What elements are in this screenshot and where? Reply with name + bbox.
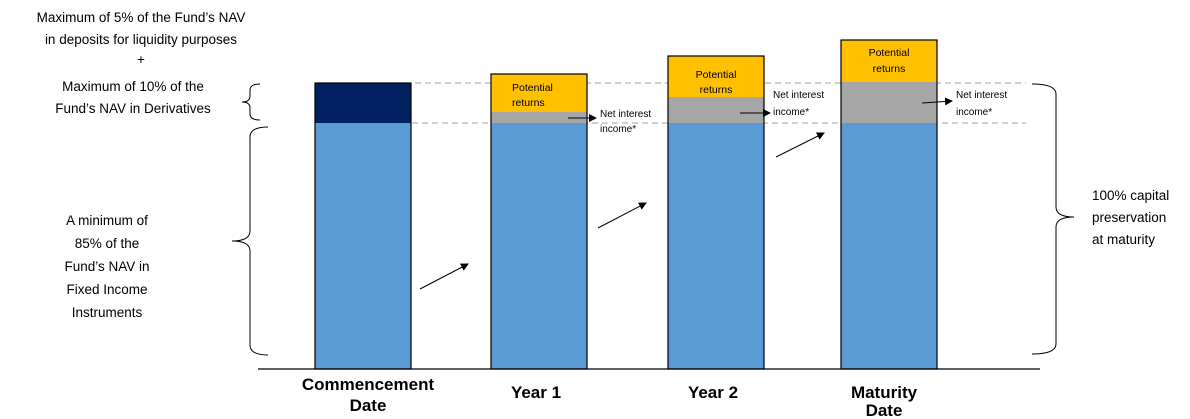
bar-year-2-potential-returns (668, 56, 764, 97)
fixed-income-note-line-5: Instruments (72, 305, 143, 320)
derivatives-brace (241, 83, 261, 121)
category-label-commencement-line-1: Commencement (302, 375, 435, 394)
net-interest-label-year-1-line-2: income* (600, 124, 636, 135)
net-interest-label-year-2-line-1: Net interest (773, 90, 824, 101)
bar-maturity: Potential returns (840, 39, 938, 370)
net-interest-label-maturity-line-2: income* (956, 107, 992, 118)
derivatives-note-line-2: Fund’s NAV in Derivatives (55, 101, 211, 116)
bar-year-2: Potential returns (667, 55, 765, 370)
capital-preservation-line-1: 100% capital (1092, 188, 1169, 203)
bar-year-2-potential-label-1: Potential (696, 69, 737, 81)
bar-maturity-fixed-income (841, 123, 937, 369)
net-interest-label-year-2-line-2: income* (773, 107, 809, 118)
net-interest-arrow-maturity (921, 97, 953, 106)
bar-commencement (314, 82, 412, 370)
capital-preservation-line-3: at maturity (1092, 232, 1155, 247)
left-annotations: Maximum of 5% of the Fund’s NAV in depos… (37, 10, 246, 320)
bar-year-2-fixed-income (668, 123, 764, 369)
fixed-income-note-line-1: A minimum of (66, 213, 148, 228)
bar-year-1-net-interest (491, 112, 587, 123)
bar-year-2-net-interest (668, 97, 764, 123)
fixed-income-brace (231, 126, 269, 356)
category-label-maturity-line-1: Maturity (851, 383, 918, 402)
growth-arrow-1 (419, 263, 469, 290)
bar-year-1-potential-label-1: Potential (512, 82, 553, 94)
fixed-income-note-line-4: Fixed Income (66, 282, 147, 297)
category-label-year-1: Year 1 (511, 383, 561, 402)
net-interest-label-maturity-line-1: Net interest (956, 90, 1007, 101)
category-label-commencement-line-2: Date (350, 396, 387, 415)
bar-year-1-potential-label-2: returns (512, 97, 545, 109)
capital-preservation-brace (1031, 83, 1075, 355)
bar-year-2-potential-label-2: returns (700, 84, 733, 96)
derivatives-note-line-1: Maximum of 10% of the (62, 79, 204, 94)
plus-sign: + (137, 52, 145, 67)
deposits-note-line-2: in deposits for liquidity purposes (45, 32, 237, 47)
bar-commencement-derivatives (315, 83, 411, 123)
capital-preservation-line-2: preservation (1092, 210, 1166, 225)
category-label-year-2: Year 2 (688, 383, 738, 402)
deposits-note-line-1: Maximum of 5% of the Fund’s NAV (37, 10, 246, 25)
bar-maturity-net-interest (841, 82, 937, 123)
bar-commencement-fixed-income (315, 123, 411, 369)
bar-year-1: Potential returns (490, 73, 588, 370)
bar-maturity-potential-label-1: Potential (869, 47, 910, 59)
fixed-income-note-line-3: Fund’s NAV in (64, 259, 149, 274)
fixed-income-note-line-2: 85% of the (75, 236, 140, 251)
bar-maturity-potential-label-2: returns (873, 63, 906, 75)
bar-year-1-potential-returns (491, 74, 587, 112)
category-label-maturity-line-2: Date (866, 401, 903, 419)
bar-maturity-potential-returns (841, 40, 937, 82)
growth-arrow-3 (775, 132, 825, 158)
growth-arrow-2 (597, 202, 647, 229)
bar-year-1-fixed-income (491, 123, 587, 369)
net-interest-label-year-1-line-1: Net interest (600, 109, 651, 120)
